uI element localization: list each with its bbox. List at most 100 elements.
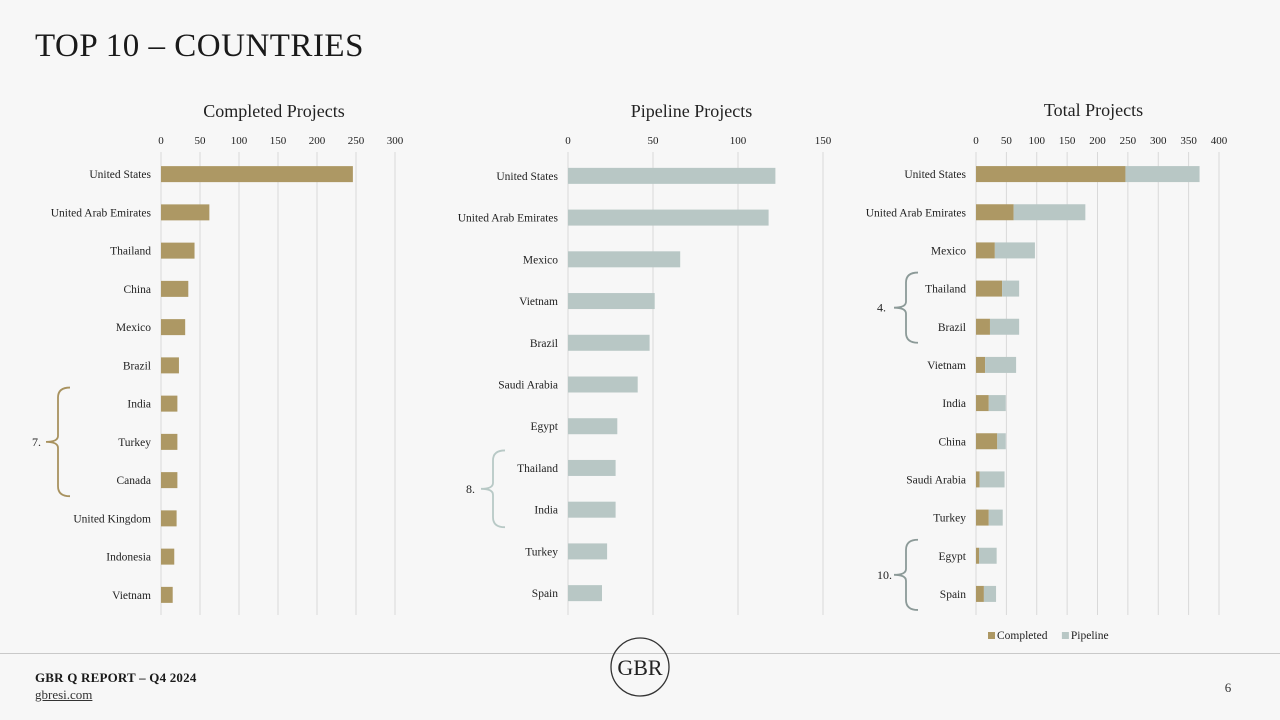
x-tick-label: 150: [815, 135, 832, 147]
category-label-turkey: Turkey: [525, 546, 558, 558]
charts-canvas: Completed Projects 0 50 100 150 200 250 300 Unit…: [32, 100, 1228, 642]
bar-completed-india: [161, 395, 178, 412]
bar-pipeline-turkey: [988, 509, 1003, 526]
category-label-vietnam: Vietnam: [112, 590, 151, 602]
bar-completed-united-arab-emirates: [161, 204, 210, 221]
bar-completed-spain: [976, 585, 984, 602]
gbr-logo: GBR: [610, 637, 670, 697]
bar-pipeline-thailand: [568, 459, 616, 476]
legend-swatch-pipeline: [1061, 632, 1069, 639]
bar-pipeline-united-arab-emirates: [1013, 204, 1086, 221]
bar-completed-egypt: [976, 547, 980, 564]
category-label-united-arab-emirates: United Arab Emirates: [866, 207, 967, 219]
category-label-india: India: [534, 505, 558, 517]
bar-pipeline-spain: [568, 585, 602, 602]
x-tick-label: 150: [1059, 135, 1076, 147]
bar-pipeline-egypt: [979, 547, 997, 564]
x-tick-label: 400: [1211, 135, 1228, 147]
legend-label-pipeline: Pipeline: [1071, 630, 1109, 642]
category-label-mexico: Mexico: [116, 322, 151, 334]
bar-pipeline-vietnam: [985, 356, 1017, 373]
bar-pipeline-egypt: [568, 418, 618, 435]
bar-completed-india: [976, 395, 989, 412]
bar-pipeline-india: [568, 501, 616, 518]
category-label-united-arab-emirates: United Arab Emirates: [51, 207, 152, 219]
page-title: TOP 10 – COUNTRIES: [35, 28, 364, 64]
category-label-spain: Spain: [532, 588, 558, 600]
x-tick-label: 50: [195, 135, 207, 147]
group-bracket: [480, 449, 506, 529]
bar-completed-saudi-arabia: [976, 471, 980, 488]
bar-completed-united-states: [976, 166, 1126, 183]
chart-total-projects: Total Projects 0 50 100 150 200 250 300 350 400 Un…: [866, 100, 1228, 642]
x-tick-label: 100: [730, 135, 747, 147]
bar-completed-thailand: [976, 280, 1003, 297]
x-tick-label: 250: [1120, 135, 1137, 147]
group-bracket: [45, 386, 71, 498]
bar-completed-china: [161, 280, 189, 297]
chart-completed-projects: Completed Projects 0 50 100 150 200 250 300 Unit…: [32, 101, 404, 615]
x-tick-label: 300: [387, 135, 404, 147]
bar-completed-china: [976, 433, 998, 450]
category-label-turkey: Turkey: [118, 437, 151, 449]
bar-pipeline-mexico: [568, 251, 681, 268]
category-label-thailand: Thailand: [517, 463, 558, 475]
bar-completed-brazil: [161, 357, 179, 374]
x-tick-label: 200: [309, 135, 326, 147]
category-label-brazil: Brazil: [938, 322, 966, 334]
bar-completed-mexico: [976, 242, 995, 259]
bar-completed-united-states: [161, 166, 353, 183]
x-tick-label: 100: [231, 135, 248, 147]
bar-completed-turkey: [161, 433, 178, 450]
category-label-thailand: Thailand: [110, 246, 151, 258]
category-label-indonesia: Indonesia: [106, 552, 151, 564]
x-tick-label: 100: [1029, 135, 1046, 147]
category-label-mexico: Mexico: [931, 245, 966, 257]
bar-pipeline-united-arab-emirates: [568, 209, 769, 226]
bar-pipeline-vietnam: [568, 293, 655, 310]
category-label-china: China: [939, 436, 966, 448]
chart-title: Pipeline Projects: [631, 101, 752, 121]
legend-label-completed: Completed: [997, 630, 1048, 642]
x-tick-label: 50: [1001, 135, 1013, 147]
category-label-united-states: United States: [496, 171, 558, 183]
bar-pipeline-china: [997, 433, 1006, 450]
bar-pipeline-saudi-arabia: [568, 376, 638, 393]
footer-report-title: GBR Q REPORT – Q4 2024: [35, 670, 197, 685]
category-label-vietnam: Vietnam: [519, 296, 558, 308]
chart-pipeline-projects: Pipeline Projects 0 50 100 150 United States U…: [458, 101, 832, 615]
bar-completed-turkey: [976, 509, 989, 526]
x-tick-label: 50: [648, 135, 660, 147]
group-bracket-label: 8.: [466, 482, 475, 496]
bar-pipeline-saudi-arabia: [979, 471, 1005, 488]
category-label-india: India: [942, 398, 966, 410]
category-label-canada: Canada: [117, 475, 151, 487]
bar-pipeline-thailand: [1002, 280, 1020, 297]
bar-completed-vietnam: [976, 356, 986, 373]
category-label-thailand: Thailand: [925, 284, 966, 296]
category-label-egypt: Egypt: [531, 421, 559, 433]
legend-swatch-completed: [988, 632, 995, 639]
category-label-brazil: Brazil: [530, 338, 558, 350]
group-bracket-label: 7.: [32, 435, 41, 449]
category-label-spain: Spain: [940, 589, 966, 601]
x-tick-label: 150: [270, 135, 287, 147]
bar-completed-united-arab-emirates: [976, 204, 1014, 221]
category-label-united-kingdom: United Kingdom: [73, 513, 151, 525]
bar-pipeline-brazil: [568, 334, 650, 351]
x-tick-label: 0: [158, 135, 164, 147]
category-label-egypt: Egypt: [939, 551, 967, 563]
bar-pipeline-mexico: [994, 242, 1035, 259]
chart-title: Completed Projects: [203, 101, 344, 121]
bar-pipeline-india: [988, 395, 1006, 412]
bar-completed-canada: [161, 472, 178, 489]
x-tick-label: 200: [1089, 135, 1106, 147]
category-label-saudi-arabia: Saudi Arabia: [498, 380, 558, 392]
category-label-saudi-arabia: Saudi Arabia: [906, 474, 966, 486]
category-label-china: China: [124, 284, 151, 296]
group-bracket: [893, 271, 919, 344]
x-tick-label: 250: [348, 135, 365, 147]
footer-website-link[interactable]: gbresi.com: [35, 687, 93, 702]
chart-title: Total Projects: [1044, 100, 1143, 120]
bar-pipeline-brazil: [989, 318, 1020, 335]
